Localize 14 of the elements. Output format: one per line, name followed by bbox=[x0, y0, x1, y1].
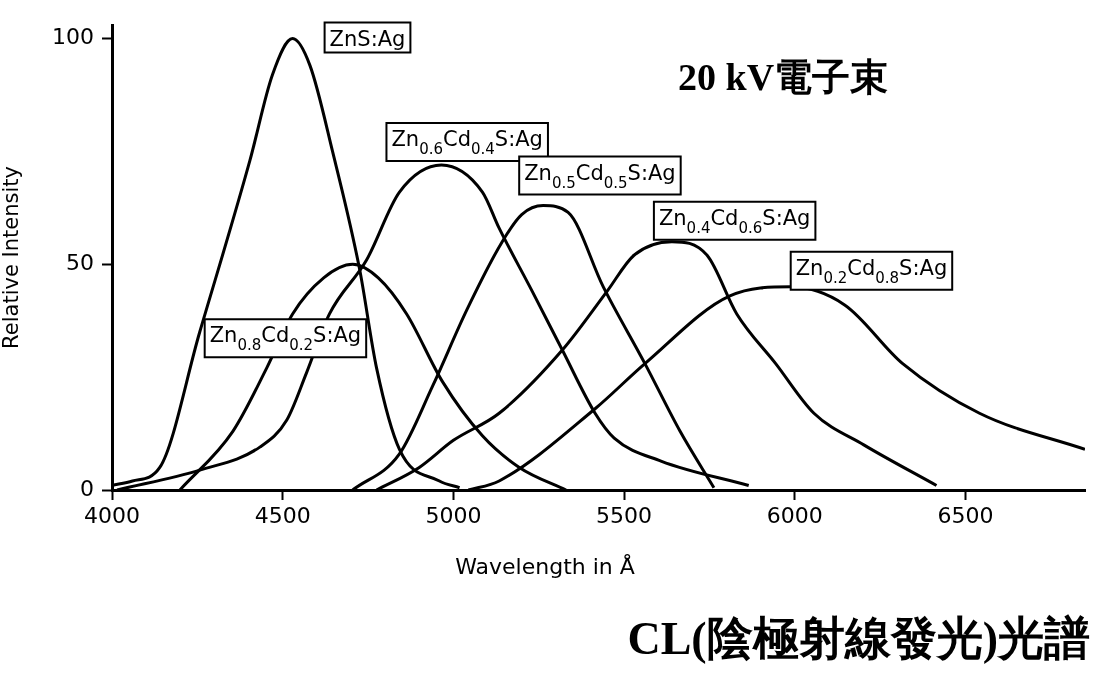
text: CL(陰極射線發光)光譜 bbox=[627, 612, 1090, 666]
x-tick-label: 6500 bbox=[937, 502, 994, 528]
y-tick-label: 0 bbox=[80, 475, 94, 501]
x-tick-label: 6000 bbox=[766, 502, 823, 528]
x-axis-title: Wavelength in Å bbox=[455, 552, 635, 579]
x-tick-label: 5500 bbox=[596, 502, 653, 528]
series-label: ZnS:Ag bbox=[329, 26, 406, 51]
y-axis-title: Relative Intensity bbox=[0, 166, 24, 349]
text: 20 kV電子束 bbox=[678, 55, 889, 100]
x-tick-label: 4000 bbox=[84, 502, 140, 528]
x-tick-label: 4500 bbox=[254, 502, 311, 528]
y-tick-label: 100 bbox=[52, 24, 94, 50]
x-tick-label: 5000 bbox=[425, 502, 482, 528]
y-tick-label: 50 bbox=[66, 249, 94, 275]
